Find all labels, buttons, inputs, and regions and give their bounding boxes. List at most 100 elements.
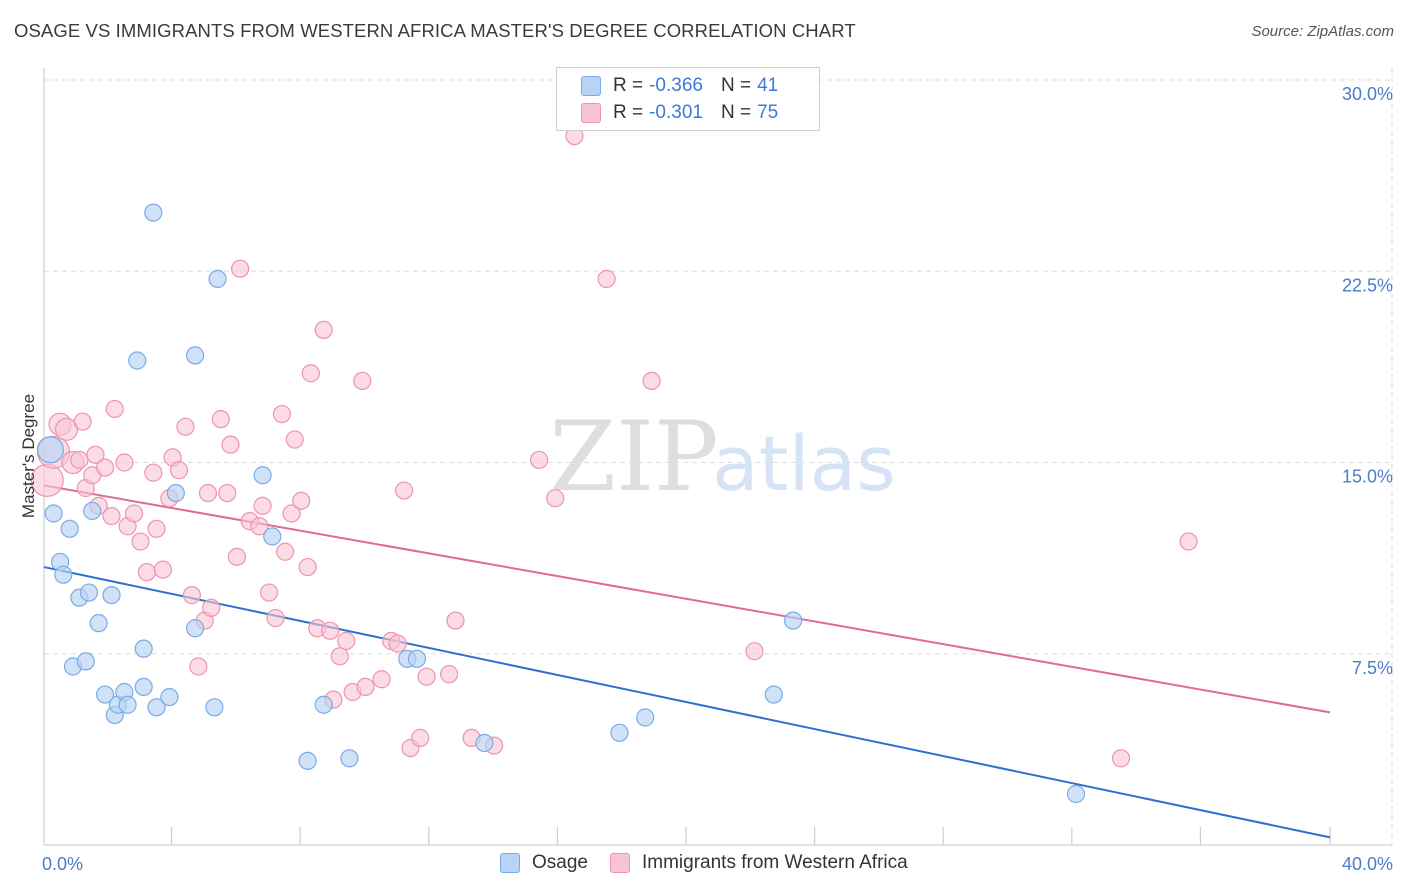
point-immigrants — [231, 259, 250, 278]
points-immigrants — [30, 127, 1198, 768]
point-immigrants — [86, 445, 105, 464]
point-immigrants — [176, 417, 195, 436]
point-immigrants — [211, 410, 230, 429]
point-osage — [186, 619, 205, 638]
point-osage — [76, 652, 95, 671]
immigrants-r-value: -0.301 — [649, 102, 703, 123]
x-tick-label-min: 0.0% — [42, 854, 83, 874]
point-immigrants — [95, 458, 115, 477]
watermark: ZIP atlas — [549, 401, 895, 513]
point-immigrants — [546, 489, 565, 508]
point-osage — [147, 698, 166, 717]
point-osage — [144, 203, 163, 222]
point-immigrants — [276, 542, 295, 561]
legend-item-immigrants: Immigrants from Western Africa — [609, 852, 908, 874]
point-immigrants — [353, 371, 372, 390]
point-immigrants — [198, 484, 218, 503]
point-osage — [44, 504, 63, 523]
points-osage — [36, 203, 1086, 804]
point-immigrants — [321, 621, 340, 640]
point-osage — [407, 649, 427, 668]
point-immigrants — [745, 642, 764, 661]
point-immigrants — [102, 506, 121, 526]
legend-osage-swatch — [500, 853, 520, 873]
point-osage — [95, 685, 115, 704]
point-immigrants — [597, 269, 616, 288]
point-immigrants — [330, 647, 349, 666]
point-osage — [314, 695, 333, 714]
point-osage — [79, 583, 99, 602]
legend-row-osage: R = -0.366 N = 41 — [581, 74, 778, 98]
osage-r-value: -0.366 — [649, 75, 703, 96]
point-immigrants — [202, 598, 221, 617]
point-immigrants — [115, 453, 134, 472]
point-immigrants — [337, 631, 356, 651]
y-tick-label: 7.5% — [1352, 658, 1393, 678]
point-immigrants — [182, 585, 201, 605]
osage-swatch — [581, 76, 601, 96]
trend-line-immigrants — [43, 484, 1331, 714]
point-immigrants — [1111, 749, 1131, 768]
point-immigrants — [70, 450, 89, 470]
legend-immigrants-swatch — [609, 853, 630, 873]
point-immigrants — [253, 496, 272, 515]
point-immigrants — [105, 399, 124, 419]
immigrants-swatch — [581, 103, 601, 123]
point-osage — [160, 687, 179, 707]
grid-layer — [44, 68, 1393, 845]
point-osage — [475, 733, 494, 753]
y-tick-label: 22.5% — [1342, 275, 1393, 295]
point-osage — [205, 698, 224, 717]
point-osage — [253, 466, 272, 485]
point-osage — [208, 269, 227, 288]
point-immigrants — [292, 491, 311, 510]
point-osage — [764, 685, 783, 704]
point-immigrants — [54, 417, 79, 441]
trend-line-osage — [43, 566, 1331, 839]
trend-lines — [43, 484, 1331, 839]
y-tick-label: 30.0% — [1342, 84, 1393, 104]
point-immigrants — [227, 547, 246, 566]
immigrants-n-value: 75 — [757, 102, 779, 123]
point-immigrants — [285, 430, 304, 449]
point-osage — [36, 436, 65, 464]
point-immigrants — [137, 563, 156, 582]
point-osage — [783, 611, 803, 630]
point-immigrants — [282, 504, 301, 523]
point-immigrants — [417, 667, 436, 686]
y-axis-title: Master's Degree — [19, 394, 38, 518]
point-immigrants — [144, 463, 163, 482]
point-immigrants — [266, 608, 285, 628]
point-osage — [610, 723, 629, 742]
point-immigrants — [272, 404, 292, 424]
legend-item-osage: Osage — [500, 852, 588, 874]
point-osage — [1066, 784, 1086, 804]
point-osage — [636, 708, 655, 727]
point-immigrants — [250, 517, 269, 536]
osage-r-label: R = — [613, 75, 644, 96]
stats-legend: R = -0.366 N = 41 R = -0.301 N = 75 — [556, 67, 820, 131]
point-osage — [340, 749, 359, 768]
series-legend: Osage Immigrants from Western Africa — [500, 852, 930, 874]
point-osage — [89, 614, 108, 633]
legend-osage-label: Osage — [532, 852, 588, 873]
point-osage — [102, 585, 121, 605]
x-tick-label-max: 40.0% — [1342, 854, 1393, 874]
point-immigrants — [446, 611, 465, 630]
point-immigrants — [147, 519, 166, 538]
point-immigrants — [131, 532, 150, 551]
point-osage — [83, 501, 102, 521]
chart-title: OSAGE VS IMMIGRANTS FROM WESTERN AFRICA … — [14, 20, 856, 41]
point-immigrants — [356, 677, 375, 697]
point-immigrants — [169, 461, 189, 480]
point-immigrants — [394, 481, 414, 500]
point-immigrants — [642, 371, 661, 390]
source-credit: Source: ZipAtlas.com — [1251, 23, 1394, 40]
point-osage — [54, 565, 73, 584]
point-immigrants — [124, 504, 144, 523]
y-tick-label: 15.0% — [1342, 467, 1393, 487]
legend-immigrants-label: Immigrants from Western Africa — [641, 852, 908, 873]
point-immigrants — [1179, 532, 1198, 551]
point-osage — [263, 527, 282, 546]
